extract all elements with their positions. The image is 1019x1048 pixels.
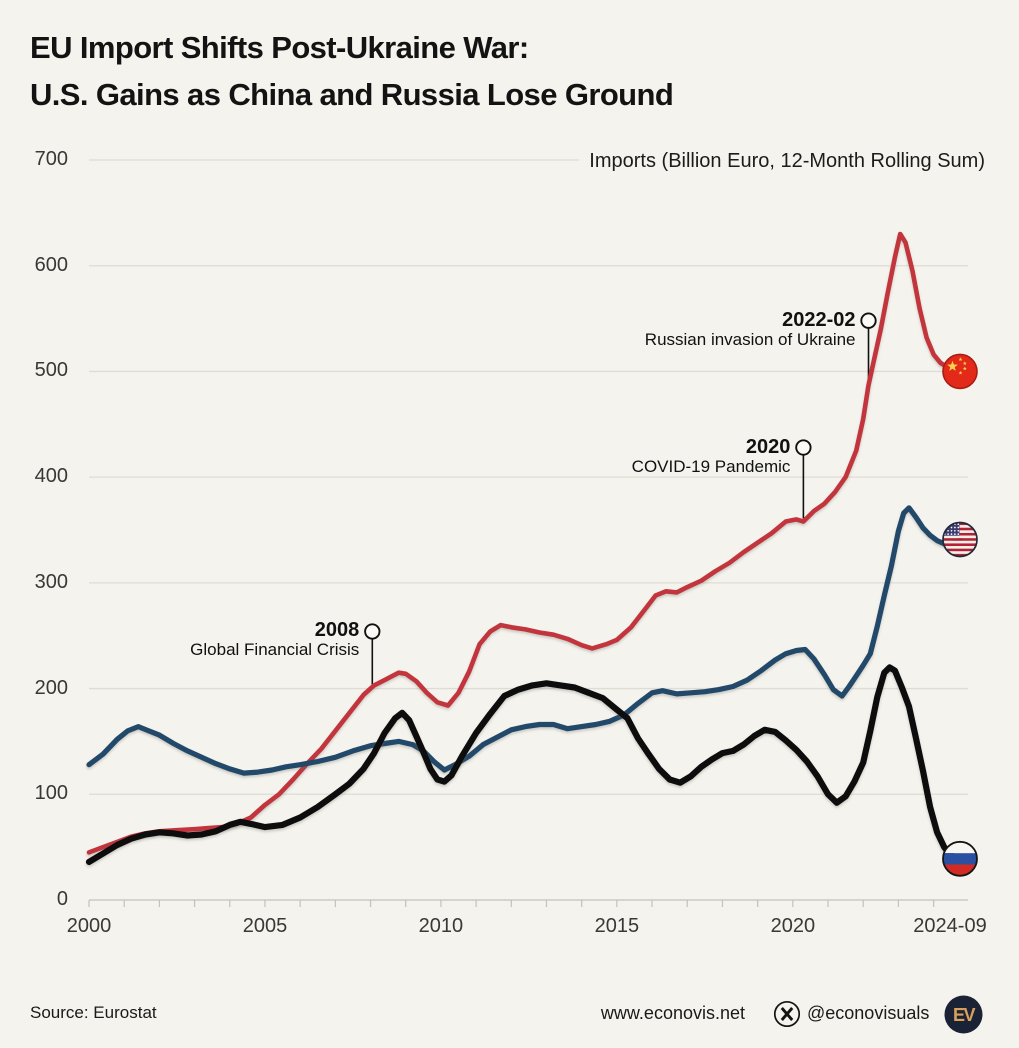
star-shape (947, 360, 958, 371)
ev-logo-text: EV (953, 1005, 976, 1025)
x-axis-tick-label: 2005 (242, 915, 288, 937)
star-shape (958, 357, 963, 362)
gridlines (89, 159, 968, 901)
page-title-line-2: U.S. Gains as China and Russia Lose Grou… (30, 77, 674, 112)
annotation-circle (795, 439, 812, 456)
data-series (85, 231, 964, 865)
series-line-russia (85, 664, 964, 865)
website-url: www.econovis.net (600, 1003, 745, 1023)
y-axis-tick-label: 100 (34, 782, 68, 805)
annotation-circle (364, 623, 381, 640)
russia-flag-icon (942, 840, 978, 877)
annotation-markers (364, 312, 877, 640)
x-axis-tick-label: 2000 (66, 915, 112, 937)
annotation-2020: 2020 COVID-19 Pandemic (632, 437, 791, 476)
page-title-line-1: EU Import Shifts Post-Ukraine War: (30, 30, 529, 65)
annotation-year: 2008 (314, 619, 360, 642)
series-line-united-states (86, 505, 963, 776)
annotation-text: Global Financial Crisis (190, 640, 360, 660)
y-axis-tick-label: 600 (34, 253, 68, 276)
annotation-circle (860, 312, 877, 329)
y-axis-tick-label: 300 (34, 570, 68, 593)
x-axis-tick-label: 2020 (770, 915, 816, 937)
chart-units-label: Imports (Billion Euro, 12-Month Rolling … (579, 150, 985, 173)
y-axis-tick-label: 500 (34, 359, 68, 382)
ev-logo: EV (944, 995, 983, 1034)
annotation-connectors (371, 327, 870, 686)
y-axis-tick-label: 0 (56, 888, 68, 910)
star-shape (962, 366, 967, 371)
y-axis-tick-label: 400 (34, 465, 68, 488)
x-social-icon (773, 1000, 801, 1028)
annotation-year: 2020 (745, 435, 791, 458)
us-flag-icon (942, 521, 978, 558)
annotation-year: 2022-02 (782, 308, 856, 331)
x-axis (88, 900, 935, 907)
y-axis-tick-label: 700 (34, 148, 68, 170)
annotation-2008: 2008 Global Financial Crisis (190, 620, 359, 659)
source-credit: Source: Eurostat (30, 1003, 157, 1022)
annotation-2022-02: 2022-02 Russian invasion of Ukraine (645, 310, 856, 349)
x-axis-tick-label: 2010 (418, 915, 464, 937)
china-flag-icon (942, 353, 978, 390)
x-axis-tick-label: 2015 (594, 915, 640, 937)
x-axis-tick-label: 2024-09 (913, 915, 987, 937)
y-axis-tick-label: 200 (34, 676, 68, 699)
annotation-text: COVID-19 Pandemic (631, 456, 791, 476)
series-line-china (86, 231, 963, 855)
star-shape (958, 370, 963, 375)
social-handle: @econovisuals (807, 1003, 930, 1023)
star-shape (962, 361, 967, 366)
annotation-text: Russian invasion of Ukraine (644, 329, 856, 349)
